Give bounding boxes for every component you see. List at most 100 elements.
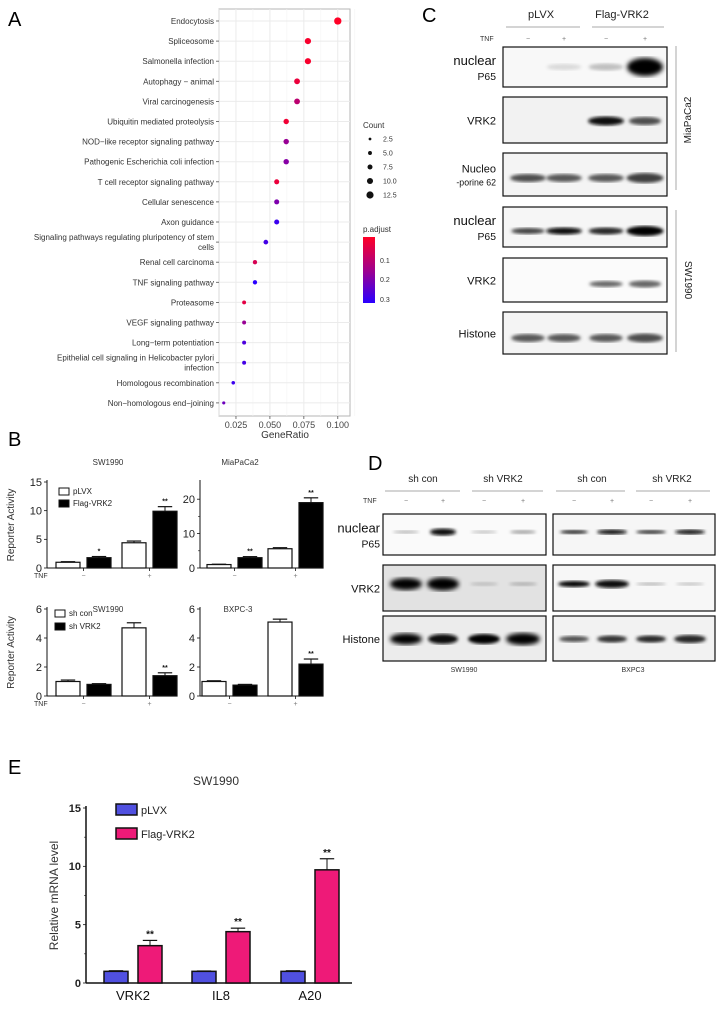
data-point <box>242 360 247 365</box>
blot-frame <box>382 513 547 556</box>
data-point <box>283 118 289 125</box>
blot-strip <box>502 46 668 88</box>
data-point <box>283 158 289 165</box>
data-points <box>222 17 342 405</box>
bar <box>103 970 129 984</box>
protein-band <box>675 529 705 535</box>
legend-label: sh con <box>69 609 93 618</box>
category-label: + <box>147 573 151 580</box>
bar <box>86 683 112 697</box>
y-tick-label: 6 <box>189 604 195 616</box>
protein-band <box>510 530 536 534</box>
y-tick-label: 5 <box>36 534 42 546</box>
data-point <box>274 219 280 225</box>
chart-title: BXPC-3 <box>224 605 253 614</box>
panel-a-dotplot: Endocytosis Spliceosome Salmonella infecti… <box>34 8 397 441</box>
pathway-label: VEGF signaling pathway <box>126 319 214 328</box>
tnf-row-label: TNF <box>34 701 48 708</box>
bar-chart-e: SW1990 Relative mRNA level 0 5 10 15 ** VRK2 ** I… <box>47 774 352 1003</box>
y-tick-label: 10 <box>183 528 195 540</box>
protein-band <box>588 174 624 182</box>
category-label: − <box>232 573 236 580</box>
protein-band <box>588 116 624 126</box>
bar <box>152 510 178 569</box>
blot-strip <box>502 311 668 355</box>
blot-strip <box>382 615 547 662</box>
blot-frame <box>552 564 716 612</box>
data-point <box>334 17 342 25</box>
bar <box>298 663 324 697</box>
y-tick-label: 0 <box>189 691 195 703</box>
category-label: + <box>293 573 297 580</box>
significance-marker: ** <box>162 665 168 672</box>
tnf-lane-sign: + <box>562 36 566 43</box>
count-legend-label: 7.5 <box>383 165 393 172</box>
blot-strip <box>552 513 716 556</box>
data-point <box>252 280 258 285</box>
data-point <box>222 401 226 405</box>
bar <box>206 563 232 569</box>
y-tick-label: 20 <box>183 494 195 506</box>
y-tick-label: 2 <box>189 662 195 674</box>
data-point <box>231 381 236 385</box>
legend-label: pLVX <box>141 805 168 817</box>
pathway-label: Ubiquitin mediated proteolysis <box>107 118 214 127</box>
protein-band <box>636 530 666 534</box>
grid-lines <box>218 9 356 416</box>
significance-marker: ** <box>308 490 314 497</box>
x-tick-label: 0.100 <box>327 420 350 430</box>
legend-label: pLVX <box>73 487 93 496</box>
category-label: A20 <box>298 988 321 1003</box>
count-legend-label: 5.0 <box>383 151 393 158</box>
protein-band <box>511 228 545 234</box>
bar <box>267 548 293 569</box>
category-label: + <box>293 701 297 708</box>
category-label: IL8 <box>212 988 230 1003</box>
blot-strip <box>382 564 547 612</box>
pathway-label: T cell receptor signaling pathway <box>98 178 214 187</box>
count-legend-label: 2.5 <box>383 137 393 144</box>
pathway-label: Non−homologous end−joining <box>108 399 214 408</box>
protein-band <box>427 577 459 591</box>
pathway-label-cont: cells <box>198 243 214 252</box>
pathway-label-cont: infection <box>184 364 214 373</box>
bar <box>314 869 340 984</box>
legend-swatch <box>54 609 66 618</box>
protein-band <box>595 580 629 588</box>
protein-band <box>390 633 422 645</box>
bar <box>86 557 112 569</box>
protein-band <box>560 530 588 534</box>
legend-swatch <box>115 803 138 816</box>
data-point <box>252 260 258 265</box>
bar-chart-b2: MiaPaCa2 0 10 20 ** − ** + <box>183 458 324 580</box>
pathway-label: Viral carcinogenesis <box>143 97 214 106</box>
bar <box>232 684 258 697</box>
y-tick-label: 4 <box>189 633 195 645</box>
panel-label-c: C <box>422 5 436 27</box>
tnf-lane-sign: − <box>649 498 653 505</box>
protein-band <box>510 174 546 182</box>
group-label: sh VRK2 <box>652 474 692 485</box>
group-label: sh con <box>577 474 606 485</box>
pathway-label: NOD−like receptor signaling pathway <box>82 138 214 147</box>
cell-line-label: SW1990 <box>451 667 478 674</box>
padjust-legend: p.adjust 0.1 0.2 0.3 <box>363 225 392 304</box>
significance-marker: * <box>98 549 101 556</box>
pathway-label: Endocytosis <box>171 17 214 26</box>
significance-marker: ** <box>162 499 168 506</box>
tnf-lane-sign: − <box>604 36 608 43</box>
padjust-tick: 0.2 <box>380 277 390 284</box>
panel-label-b: B <box>8 429 21 451</box>
category-label: − <box>81 573 85 580</box>
legend-swatch <box>58 487 70 496</box>
count-legend-label: 12.5 <box>383 193 397 200</box>
bar <box>225 930 251 984</box>
protein-band <box>546 174 582 182</box>
pathway-label: Renal cell carcinoma <box>140 258 215 267</box>
bar <box>55 680 81 697</box>
data-point <box>274 179 280 185</box>
legend-label: Flag-VRK2 <box>73 499 113 508</box>
data-point <box>294 78 300 85</box>
pathway-label: Autophagy − animal <box>143 77 214 86</box>
pathway-label: Axon guidance <box>161 218 214 227</box>
